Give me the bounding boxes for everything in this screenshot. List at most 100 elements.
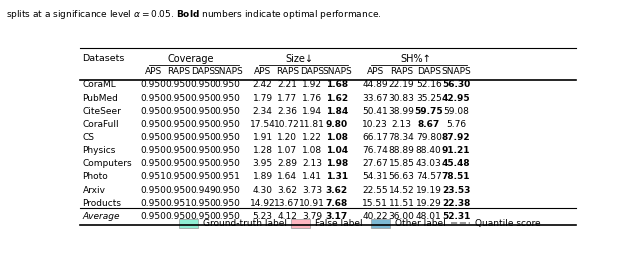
- Text: Physics: Physics: [83, 146, 116, 155]
- Text: 23.53: 23.53: [442, 186, 470, 195]
- Text: 50.41: 50.41: [362, 107, 388, 116]
- Text: CS: CS: [83, 133, 95, 142]
- Text: 1.62: 1.62: [326, 93, 348, 102]
- FancyBboxPatch shape: [291, 219, 310, 228]
- Text: Ground-truth label: Ground-truth label: [203, 219, 287, 228]
- Text: RAPS: RAPS: [276, 67, 299, 76]
- Text: 0.950: 0.950: [140, 133, 166, 142]
- Text: 0.949: 0.949: [190, 186, 216, 195]
- Text: RAPS: RAPS: [390, 67, 413, 76]
- Text: 22.38: 22.38: [442, 199, 470, 208]
- Text: 4.12: 4.12: [277, 212, 297, 221]
- Text: 56.63: 56.63: [388, 172, 414, 181]
- Text: 7.68: 7.68: [326, 199, 348, 208]
- Text: 0.950: 0.950: [215, 107, 241, 116]
- Text: 3.95: 3.95: [252, 159, 273, 168]
- Text: APS: APS: [367, 67, 384, 76]
- Text: 8.67: 8.67: [417, 120, 440, 129]
- Text: 2.89: 2.89: [277, 159, 298, 168]
- Text: 1.91: 1.91: [252, 133, 273, 142]
- Text: 0.950: 0.950: [165, 93, 191, 102]
- Text: False label: False label: [315, 219, 362, 228]
- Text: 0.950: 0.950: [165, 159, 191, 168]
- Text: 0.950: 0.950: [190, 159, 216, 168]
- Text: 1.79: 1.79: [252, 93, 273, 102]
- Text: 0.950: 0.950: [140, 212, 166, 221]
- Text: 59.75: 59.75: [414, 107, 443, 116]
- Text: Products: Products: [83, 199, 122, 208]
- Text: 0.950: 0.950: [165, 107, 191, 116]
- Text: 78.51: 78.51: [442, 172, 470, 181]
- FancyBboxPatch shape: [371, 219, 390, 228]
- Text: 19.29: 19.29: [416, 199, 442, 208]
- Text: Arxiv: Arxiv: [83, 186, 106, 195]
- Text: 0.950: 0.950: [215, 146, 241, 155]
- Text: 10.72: 10.72: [275, 120, 300, 129]
- Text: 1.41: 1.41: [302, 172, 322, 181]
- Text: 15.51: 15.51: [362, 199, 388, 208]
- Text: 0.950: 0.950: [140, 159, 166, 168]
- Text: 1.22: 1.22: [302, 133, 322, 142]
- Text: 1.04: 1.04: [326, 146, 348, 155]
- Text: 1.89: 1.89: [252, 172, 273, 181]
- Text: 0.950: 0.950: [215, 199, 241, 208]
- Text: 11.51: 11.51: [388, 199, 414, 208]
- Text: 0.950: 0.950: [190, 93, 216, 102]
- Text: 1.28: 1.28: [253, 146, 273, 155]
- Text: 35.25: 35.25: [416, 93, 442, 102]
- Text: 0.951: 0.951: [140, 172, 166, 181]
- Text: 1.76: 1.76: [302, 93, 322, 102]
- Text: 42.95: 42.95: [442, 93, 470, 102]
- Text: 66.17: 66.17: [362, 133, 388, 142]
- Text: 0.950: 0.950: [190, 120, 216, 129]
- Text: 0.950: 0.950: [190, 199, 216, 208]
- Text: 0.950: 0.950: [165, 133, 191, 142]
- Text: 1.31: 1.31: [326, 172, 348, 181]
- Text: 0.950: 0.950: [215, 133, 241, 142]
- Text: DAPS: DAPS: [300, 67, 324, 76]
- Text: 22.19: 22.19: [388, 80, 414, 89]
- Text: 10.91: 10.91: [299, 199, 325, 208]
- Text: 78.34: 78.34: [388, 133, 414, 142]
- Text: 0.950: 0.950: [165, 186, 191, 195]
- Text: Coverage: Coverage: [167, 54, 214, 64]
- Text: Datasets: Datasets: [83, 54, 125, 63]
- Text: 2.13: 2.13: [392, 120, 412, 129]
- Text: 22.55: 22.55: [362, 186, 388, 195]
- Text: SNAPS: SNAPS: [322, 67, 352, 76]
- Text: 40.22: 40.22: [362, 212, 388, 221]
- Text: 0.951: 0.951: [215, 172, 241, 181]
- Text: 3.62: 3.62: [277, 186, 298, 195]
- Text: 2.21: 2.21: [277, 80, 297, 89]
- Text: 0.950: 0.950: [140, 186, 166, 195]
- Text: 0.950: 0.950: [190, 80, 216, 89]
- Text: SNAPS: SNAPS: [213, 67, 243, 76]
- Text: 30.83: 30.83: [388, 93, 414, 102]
- Text: Size↓: Size↓: [285, 54, 314, 64]
- Text: 0.950: 0.950: [165, 146, 191, 155]
- Text: 0.951: 0.951: [165, 199, 191, 208]
- Text: 27.67: 27.67: [362, 159, 388, 168]
- Text: CoraML: CoraML: [83, 80, 116, 89]
- Text: 14.92: 14.92: [250, 199, 275, 208]
- Text: 54.31: 54.31: [362, 172, 388, 181]
- Text: Average: Average: [83, 212, 120, 221]
- Text: 15.85: 15.85: [388, 159, 414, 168]
- Text: 38.99: 38.99: [388, 107, 414, 116]
- Text: CiteSeer: CiteSeer: [83, 107, 122, 116]
- Text: 0.950: 0.950: [140, 80, 166, 89]
- Text: 1.07: 1.07: [277, 146, 298, 155]
- Text: APS: APS: [254, 67, 271, 76]
- Text: 88.89: 88.89: [388, 146, 414, 155]
- Text: Other label: Other label: [395, 219, 445, 228]
- Text: 0.950: 0.950: [215, 80, 241, 89]
- Text: 1.92: 1.92: [302, 80, 322, 89]
- Text: 0.950: 0.950: [165, 172, 191, 181]
- Text: SNAPS: SNAPS: [441, 67, 471, 76]
- Text: 1.98: 1.98: [326, 159, 348, 168]
- Text: 45.48: 45.48: [442, 159, 470, 168]
- Text: 19.19: 19.19: [416, 186, 442, 195]
- Text: 0.950: 0.950: [165, 212, 191, 221]
- Text: 3.73: 3.73: [302, 186, 322, 195]
- Text: 52.16: 52.16: [416, 80, 442, 89]
